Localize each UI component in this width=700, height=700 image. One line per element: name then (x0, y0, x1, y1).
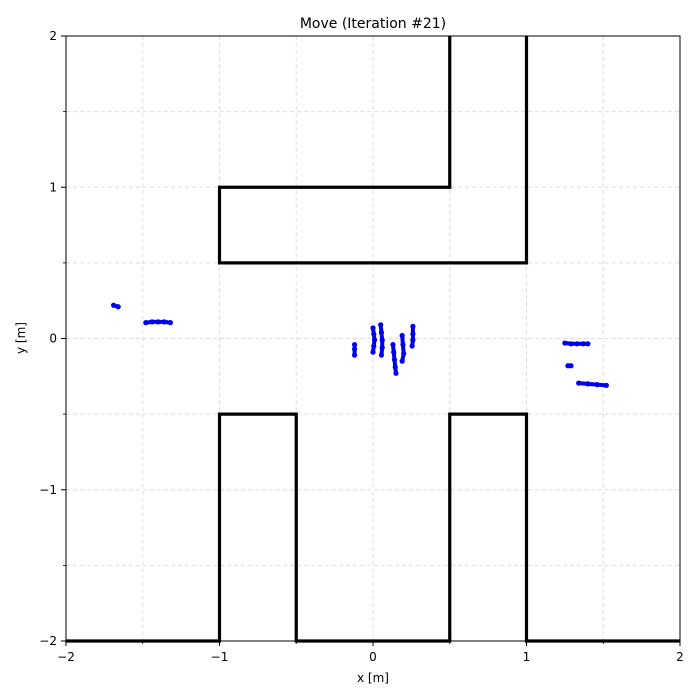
x-tick-label: 1 (523, 650, 531, 664)
particle-point (410, 331, 416, 337)
particle-point (409, 343, 415, 349)
particle-point (410, 323, 416, 329)
particle-point (392, 364, 398, 370)
particle-cluster (351, 341, 358, 358)
particle-point (155, 319, 161, 325)
particles (110, 302, 609, 388)
particle-point (351, 341, 358, 348)
y-tick-label: −2 (39, 634, 57, 648)
particle-point (371, 343, 377, 349)
x-tick-label: −2 (57, 650, 75, 664)
particle-point (378, 322, 384, 328)
particle-cluster (110, 302, 121, 310)
x-axis-title: x [m] (357, 671, 389, 685)
particle-point (391, 357, 398, 363)
y-axis-title: y [m] (14, 322, 28, 354)
particle-point (393, 370, 399, 376)
wall (217, 36, 529, 265)
particle-point (379, 337, 385, 343)
particle-point (562, 340, 568, 346)
particle-cluster (565, 363, 574, 369)
y-tick-label: 0 (49, 332, 57, 346)
chart-title: Move (Iteration #21) (300, 16, 446, 32)
particle-trace (576, 381, 609, 388)
particle-point (391, 349, 397, 355)
particle-point (603, 382, 609, 388)
particle-point (167, 320, 173, 326)
particle-point (351, 352, 358, 358)
particle-point (594, 382, 600, 388)
particle-point (568, 341, 574, 347)
particle-point (161, 319, 167, 325)
particle-cluster (562, 340, 591, 347)
particle-point (149, 319, 155, 325)
x-tick-label: 2 (676, 650, 684, 664)
particle-point (370, 325, 376, 331)
x-tick-label: 0 (369, 650, 377, 664)
particle-point (371, 331, 377, 337)
particle-point (371, 337, 378, 343)
particle-point (399, 332, 405, 339)
x-tick-label: −1 (211, 650, 229, 664)
particle-point (568, 363, 574, 369)
particle-cluster (378, 322, 385, 358)
particle-point (399, 358, 405, 364)
particle-cluster (399, 332, 407, 364)
particle-cluster (390, 341, 399, 376)
ticks: −2 −1 0 1 2 −2 −1 0 1 2 (39, 29, 684, 664)
particle-point (110, 302, 117, 308)
particle-trace (400, 333, 406, 364)
y-tick-label: −1 (39, 483, 57, 497)
particle-point (585, 381, 591, 387)
particle-point (580, 341, 586, 347)
particle-trace (410, 324, 415, 349)
particle-cluster (576, 380, 609, 388)
particle-point (370, 349, 376, 355)
particle-point (115, 304, 121, 310)
particle-point (378, 329, 385, 336)
particle-point (351, 346, 358, 352)
particle-point (401, 351, 407, 357)
y-tick-label: 2 (49, 29, 57, 43)
particle-point (410, 337, 416, 343)
particle-cluster (409, 323, 416, 349)
particle-cluster (143, 319, 173, 326)
y-tick-label: 1 (49, 180, 57, 194)
particle-point (576, 380, 582, 386)
particle-point (574, 341, 580, 347)
particle-point (390, 341, 396, 348)
particle-point (143, 320, 149, 326)
particle-point (379, 344, 385, 351)
particle-point (378, 352, 385, 358)
particle-point (400, 341, 406, 348)
particle-point (585, 341, 591, 347)
particle-cluster (370, 325, 378, 355)
